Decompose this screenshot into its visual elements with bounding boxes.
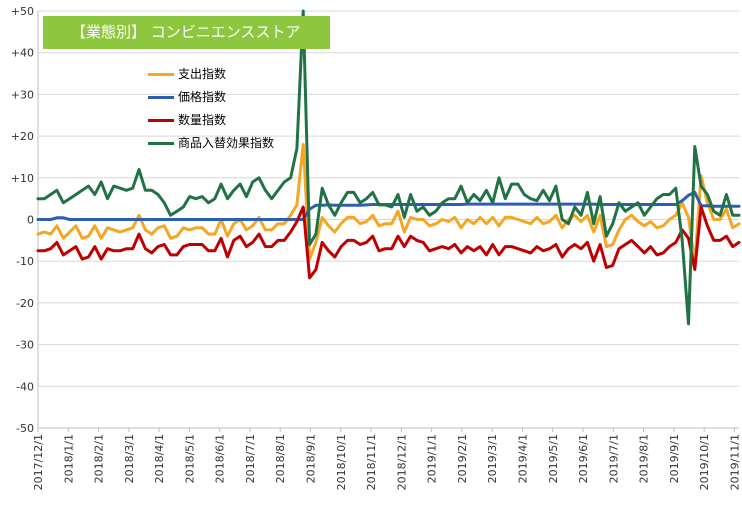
legend-item-spending: 支出指数 bbox=[148, 66, 274, 89]
x-tick-label: 2019/9/1 bbox=[668, 434, 681, 483]
legend-item-quantity: 数量指数 bbox=[148, 112, 274, 135]
y-tick-label: +40 bbox=[11, 47, 34, 60]
x-tick-label: 2019/4/1 bbox=[516, 434, 529, 483]
x-tick-label: 2018/3/1 bbox=[123, 434, 136, 483]
legend-item-price: 価格指数 bbox=[148, 89, 274, 112]
x-tick-label: 2019/3/1 bbox=[486, 434, 499, 483]
y-tick-label: +50 bbox=[11, 5, 34, 18]
chart-title: 【業態別】 コンビニエンスストア bbox=[43, 16, 330, 49]
legend-label-price: 価格指数 bbox=[178, 90, 226, 104]
x-tick-label: 2018/2/1 bbox=[93, 434, 106, 483]
series-line-3 bbox=[38, 11, 739, 324]
y-tick-label: 0 bbox=[27, 214, 34, 227]
x-tick-label: 2018/1/1 bbox=[62, 434, 75, 483]
y-tick-label: -50 bbox=[16, 422, 34, 435]
y-tick-label: -40 bbox=[16, 380, 34, 393]
y-tick-label: +30 bbox=[11, 88, 34, 101]
legend-swatch-price bbox=[148, 96, 174, 99]
x-tick-label: 2019/1/1 bbox=[426, 434, 439, 483]
x-tick-label: 2018/12/1 bbox=[395, 434, 408, 490]
y-tick-label: +20 bbox=[11, 130, 34, 143]
series-lines bbox=[38, 11, 739, 324]
x-tick-label: 2017/12/1 bbox=[32, 434, 45, 490]
x-tick-label: 2019/6/1 bbox=[577, 434, 590, 483]
x-tick-label: 2019/5/1 bbox=[547, 434, 560, 483]
x-tick-label: 2018/8/1 bbox=[274, 434, 287, 483]
x-tick-label: 2018/7/1 bbox=[244, 434, 257, 483]
legend-swatch-replacement bbox=[148, 142, 174, 145]
y-tick-label: -30 bbox=[16, 339, 34, 352]
x-tick-label: 2018/6/1 bbox=[214, 434, 227, 483]
legend-label-replacement: 商品入替効果指数 bbox=[178, 136, 274, 150]
legend: 支出指数 価格指数 数量指数 商品入替効果指数 bbox=[148, 66, 274, 158]
legend-item-replacement: 商品入替効果指数 bbox=[148, 135, 274, 158]
x-tick-label: 2019/10/1 bbox=[698, 434, 711, 490]
x-tick-label: 2018/11/1 bbox=[365, 434, 378, 490]
y-tick-label: +10 bbox=[11, 172, 34, 185]
x-tick-label: 2019/2/1 bbox=[456, 434, 469, 483]
legend-swatch-quantity bbox=[148, 119, 174, 122]
x-tick-label: 2019/8/1 bbox=[638, 434, 651, 483]
x-tick-label: 2019/11/1 bbox=[728, 434, 741, 490]
x-tick-label: 2018/9/1 bbox=[305, 434, 318, 483]
x-tick-label: 2018/4/1 bbox=[153, 434, 166, 483]
legend-label-quantity: 数量指数 bbox=[178, 113, 226, 127]
legend-swatch-spending bbox=[148, 73, 174, 76]
x-tick-label: 2018/5/1 bbox=[183, 434, 196, 483]
x-tick-label: 2018/10/1 bbox=[335, 434, 348, 490]
x-tick-label: 2019/7/1 bbox=[607, 434, 620, 483]
y-tick-label: -20 bbox=[16, 297, 34, 310]
legend-label-spending: 支出指数 bbox=[178, 67, 226, 81]
y-tick-label: -10 bbox=[16, 255, 34, 268]
